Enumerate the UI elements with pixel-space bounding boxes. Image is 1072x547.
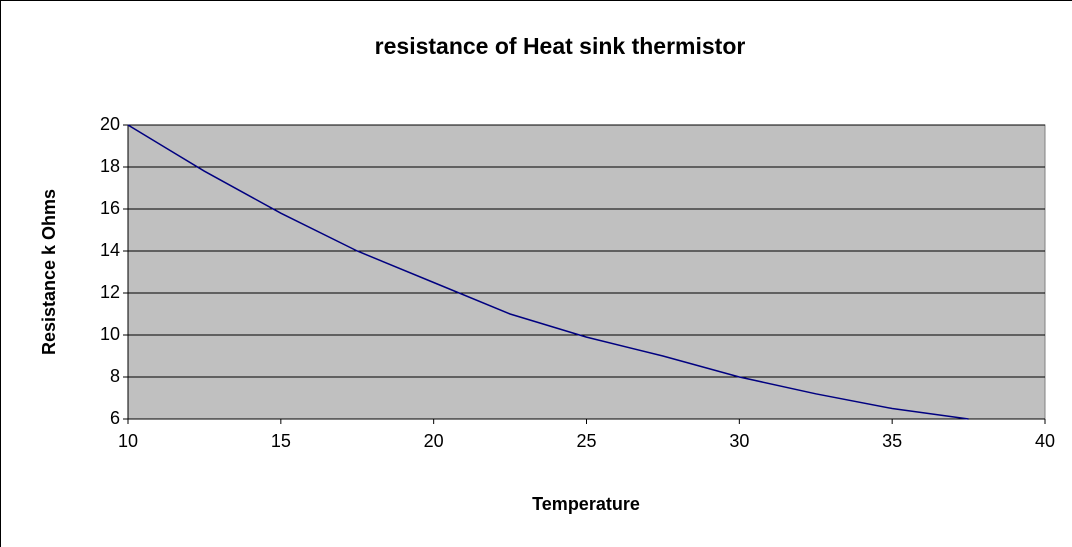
y-tick-label: 10 (100, 324, 120, 344)
x-axis-label: Temperature (532, 494, 640, 514)
y-tick-label: 12 (100, 282, 120, 302)
y-axis-label: Resistance k Ohms (39, 189, 59, 355)
y-tick-label: 14 (100, 240, 120, 260)
data-line (127, 124, 969, 420)
x-tick-label: 35 (882, 431, 902, 451)
chart-title: resistance of Heat sink thermistor (375, 33, 746, 59)
x-tick-label: 40 (1035, 431, 1055, 451)
plot-area (127, 124, 1046, 420)
y-tick-label: 8 (110, 366, 120, 386)
y-tick-label: 18 (100, 156, 120, 176)
x-tick-label: 30 (729, 431, 749, 451)
x-tick-label: 25 (576, 431, 596, 451)
y-tick-label: 16 (100, 198, 120, 218)
x-tick-label: 10 (118, 431, 138, 451)
y-tick-label: 6 (110, 408, 120, 428)
x-tick-label: 20 (424, 431, 444, 451)
y-tick-label: 20 (100, 114, 120, 134)
x-tick-label: 15 (271, 431, 291, 451)
